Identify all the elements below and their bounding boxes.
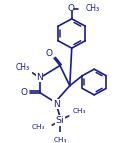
Text: CH₃: CH₃ xyxy=(73,108,86,114)
Text: O: O xyxy=(67,4,74,13)
Text: O: O xyxy=(46,49,53,58)
Text: N: N xyxy=(53,100,60,109)
Text: CH₃: CH₃ xyxy=(85,4,100,13)
Text: CH₃: CH₃ xyxy=(53,137,67,143)
Text: CH₃: CH₃ xyxy=(16,63,30,72)
Text: N: N xyxy=(36,73,43,82)
Text: O: O xyxy=(20,88,27,97)
Text: Si: Si xyxy=(56,116,64,125)
Text: CH₃: CH₃ xyxy=(32,124,45,130)
